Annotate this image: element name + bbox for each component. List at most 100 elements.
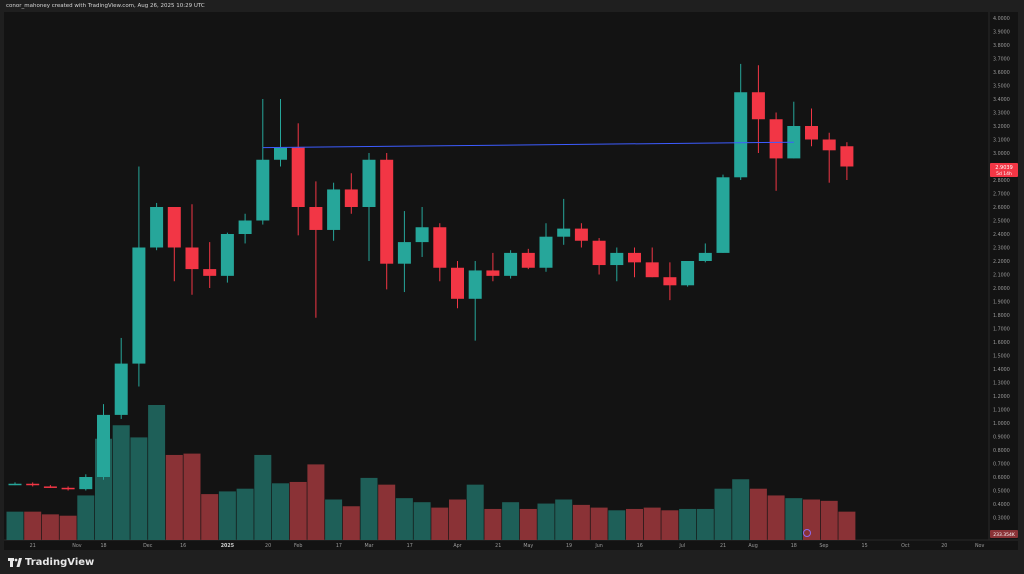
candle-body[interactable] bbox=[751, 92, 765, 120]
volume-bar bbox=[696, 508, 714, 540]
volume-bar bbox=[431, 507, 449, 540]
candle-body[interactable] bbox=[167, 207, 181, 248]
tradingview-logo[interactable]: TradingView bbox=[8, 557, 94, 568]
volume-bar bbox=[112, 425, 130, 540]
candle-body[interactable] bbox=[362, 159, 376, 207]
symbol-legend[interactable]: XRP / TetherUS · 1W · BINANCE O3.0590 H3… bbox=[6, 16, 222, 22]
trendline[interactable] bbox=[262, 141, 794, 149]
candle-body[interactable] bbox=[114, 363, 128, 415]
candle-body[interactable] bbox=[787, 126, 801, 159]
y-tick-label: 4.0000 bbox=[993, 16, 1010, 22]
volume-bar bbox=[183, 453, 201, 540]
candle-body[interactable] bbox=[521, 252, 535, 268]
candle-body[interactable] bbox=[344, 189, 358, 207]
volume-bar bbox=[272, 483, 289, 540]
candle-body[interactable] bbox=[610, 252, 624, 266]
volume-bar bbox=[838, 511, 856, 540]
candle-body[interactable] bbox=[274, 147, 287, 160]
candle-body[interactable] bbox=[97, 414, 110, 477]
candle-body[interactable] bbox=[238, 220, 252, 235]
volume-bar bbox=[714, 488, 732, 540]
y-tick-label: 2.2000 bbox=[993, 259, 1010, 265]
candle-body[interactable] bbox=[185, 247, 199, 270]
candle-body[interactable] bbox=[557, 228, 571, 237]
x-tick-label: 18 bbox=[791, 543, 797, 549]
candle-body[interactable] bbox=[397, 242, 411, 264]
candle-body[interactable] bbox=[256, 159, 270, 221]
volume-bar bbox=[803, 499, 820, 540]
volume-bar bbox=[555, 499, 573, 540]
volume-legend[interactable]: Vol · XRP 233.354K bbox=[6, 24, 54, 30]
candle-body[interactable] bbox=[468, 270, 482, 299]
volume-bar bbox=[395, 498, 413, 540]
x-tick-label: Jul bbox=[678, 543, 685, 549]
y-tick-label: 1.5000 bbox=[993, 353, 1010, 359]
event-marker-icon[interactable] bbox=[803, 529, 811, 537]
volume-bar bbox=[679, 508, 697, 540]
candle-body[interactable] bbox=[805, 126, 818, 140]
y-tick-label: 2.5000 bbox=[993, 218, 1010, 224]
candle-body[interactable] bbox=[415, 227, 429, 243]
candle-body[interactable] bbox=[79, 477, 93, 490]
y-tick-label: 2.0000 bbox=[993, 286, 1010, 292]
candle-body[interactable] bbox=[840, 146, 854, 167]
candle-body[interactable] bbox=[574, 228, 588, 241]
x-tick-label: 18 bbox=[100, 543, 106, 549]
candle-body[interactable] bbox=[220, 234, 234, 276]
y-tick-label: 1.8000 bbox=[993, 313, 1010, 319]
volume-bar bbox=[218, 491, 236, 540]
y-tick-label: 3.9000 bbox=[993, 29, 1010, 35]
y-tick-label: 1.6000 bbox=[993, 340, 1010, 346]
candle-body[interactable] bbox=[309, 207, 323, 230]
y-tick-label: 0.7000 bbox=[993, 461, 1010, 467]
y-tick-label: 3.4000 bbox=[993, 97, 1010, 103]
candle-body[interactable] bbox=[380, 159, 394, 264]
volume-bar bbox=[572, 504, 590, 540]
candle-body[interactable] bbox=[327, 189, 341, 230]
x-tick-label: 19 bbox=[566, 543, 572, 549]
candle-body[interactable] bbox=[150, 207, 164, 248]
candle-body[interactable] bbox=[645, 262, 659, 278]
volume-bar bbox=[608, 510, 626, 540]
candle-body[interactable] bbox=[681, 261, 695, 286]
candle-body[interactable] bbox=[698, 252, 712, 261]
candle-body[interactable] bbox=[592, 240, 606, 266]
y-tick-label: 2.4000 bbox=[993, 232, 1010, 238]
y-tick-label: 3.0000 bbox=[993, 151, 1010, 157]
volume-bar bbox=[626, 508, 643, 540]
candle-body[interactable] bbox=[451, 267, 464, 299]
volume-bar bbox=[537, 503, 555, 540]
candle-body[interactable] bbox=[504, 252, 518, 276]
candle-body[interactable] bbox=[61, 487, 75, 490]
candle-body[interactable] bbox=[8, 483, 22, 486]
candle-body[interactable] bbox=[539, 236, 553, 268]
volume-bar bbox=[519, 508, 537, 540]
x-tick-label: May bbox=[523, 543, 533, 549]
candle-body[interactable] bbox=[433, 227, 447, 268]
volume-bar bbox=[77, 495, 95, 540]
candle-body[interactable] bbox=[822, 139, 836, 151]
x-tick-label: Nov bbox=[72, 543, 82, 549]
candle-body[interactable] bbox=[628, 252, 641, 263]
candle-body[interactable] bbox=[663, 277, 677, 286]
candle-body[interactable] bbox=[734, 92, 748, 178]
candle-body[interactable] bbox=[26, 483, 40, 486]
volume-bar bbox=[643, 507, 661, 540]
candle-body[interactable] bbox=[132, 247, 146, 364]
volume-bar bbox=[449, 499, 466, 540]
candle-body[interactable] bbox=[486, 270, 500, 276]
brand-name: TradingView bbox=[25, 557, 95, 568]
candle-body[interactable] bbox=[769, 119, 783, 159]
x-tick-label: 16 bbox=[637, 543, 643, 549]
candle-body[interactable] bbox=[291, 147, 305, 207]
candle-body[interactable] bbox=[716, 177, 730, 253]
volume-bar bbox=[325, 499, 343, 540]
candle-body[interactable] bbox=[43, 486, 57, 488]
last-volume-value: 233.354K bbox=[993, 532, 1016, 538]
volume-bar bbox=[484, 508, 502, 540]
candle-body[interactable] bbox=[203, 269, 217, 276]
volume-bar bbox=[95, 438, 112, 540]
volume-bar bbox=[732, 479, 750, 540]
volume-bar bbox=[590, 507, 608, 540]
